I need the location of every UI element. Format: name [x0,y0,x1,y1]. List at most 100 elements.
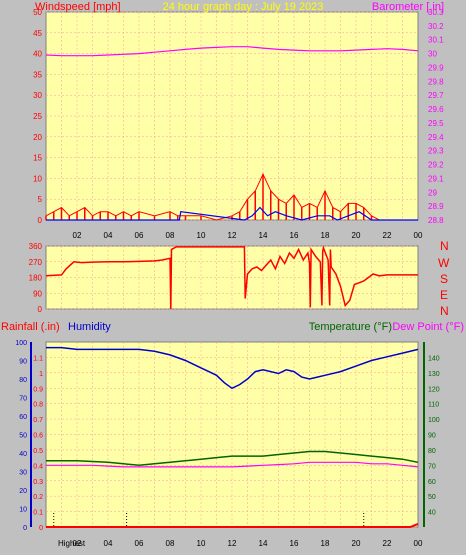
humidity-x-tick-label: 16 [290,539,299,548]
humidity-x-tick-label: 04 [104,539,113,548]
humidity-y-tick-label: 100 [15,340,27,347]
direction-y-tick-label: 360 [29,242,43,251]
temperature-y-tick-label: 120 [428,386,440,393]
rainfall-y-tick-label: 0.5 [33,448,43,455]
rainfall-y-tick-label: 0.9 [33,386,43,393]
humidity-y-tick-label: 60 [19,414,27,421]
wind-y-tick-label: 30 [33,91,42,100]
temperature-y-tick-label: 110 [428,402,439,409]
barometer-line [45,46,419,57]
windspeed-axis-label: Windspeed [mph] [35,1,121,13]
wind-y-tick-label: 0 [38,216,43,225]
wind-y-tick-label: 25 [33,112,42,121]
dewpoint-line [46,461,419,468]
barometer-y-tick-label: 29.1 [428,174,444,183]
humidity-x-tick-label: 06 [135,539,144,548]
humidity-axis-label: Humidity [68,321,111,333]
wind-gust-line [46,206,418,221]
wind-y-tick-label: 40 [33,50,42,59]
humidity-x-tick-label: 22 [383,539,392,548]
rainfall-y-tick-label: 0.6 [33,433,43,440]
highest-label: Highest [58,539,86,548]
rainfall-y-tick-label: 0.8 [33,402,43,409]
barometer-y-tick-label: 28.8 [428,216,444,225]
direction-y-tick-label: 270 [29,258,43,267]
direction-letter-w: W [438,256,450,270]
humidity-y-tick-label: 20 [19,488,27,495]
barometer-y-tick-label: 29.3 [428,147,444,156]
temperature-y-tick-label: 130 [428,371,440,378]
barometer-y-tick-label: 30.1 [428,36,444,45]
windspeed-line [45,173,418,221]
wind-x-tick-label: 14 [259,231,268,240]
humidity-line [46,346,419,390]
tick-layer: 0510152025303540455028.828.92929.129.229… [15,8,444,548]
barometer-y-tick-label: 29.2 [428,161,444,170]
humidity-x-tick-label: 14 [259,539,268,548]
rainfall-y-tick-label: 0.3 [33,479,43,486]
rainfall-y-tick-label: 0.4 [33,463,43,470]
barometer-y-tick-label: 29.4 [428,133,444,142]
wind-x-tick-label: 00 [414,231,423,240]
rainfall-y-tick-label: 1.1 [33,355,43,362]
wind-x-tick-label: 18 [321,231,330,240]
barometer-y-tick-label: 29.7 [428,91,444,100]
temperature-y-tick-label: 50 [428,494,436,501]
temperature-line [46,450,419,467]
barometer-y-tick-label: 30.2 [428,22,444,31]
humidity-x-tick-label: 20 [352,539,361,548]
direction-y-tick-label: 180 [29,274,43,283]
temperature-y-tick-label: 140 [428,355,440,362]
humidity-x-tick-label: 08 [166,539,175,548]
humidity-x-tick-label: 12 [228,539,237,548]
humidity-x-tick-label: 00 [414,539,423,548]
wind-y-tick-label: 45 [33,29,42,38]
temperature-axis-label: Temperature (°F) [309,321,392,333]
humidity-x-tick-label: 10 [197,539,206,548]
wind-x-tick-label: 08 [166,231,175,240]
temperature-y-tick-label: 70 [428,463,436,470]
barometer-y-tick-label: 28.9 [428,202,444,211]
temperature-y-tick-label: 40 [428,510,436,517]
humidity-y-tick-label: 30 [19,470,27,477]
rainfall-y-tick-label: 0.2 [33,494,43,501]
temperature-y-tick-label: 60 [428,479,436,486]
wind-x-tick-label: 20 [352,231,361,240]
temperature-y-tick-label: 80 [428,448,436,455]
wind-x-tick-label: 02 [73,231,82,240]
humidity-y-tick-label: 10 [19,507,27,514]
barometer-y-tick-label: 30 [428,50,437,59]
humidity-x-tick-label: 02 [73,539,82,548]
barometer-y-tick-label: 30.3 [428,8,444,17]
direction-y-tick-label: 0 [38,305,43,314]
wind-y-tick-label: 10 [33,174,42,183]
rainfall-line [46,522,419,528]
chart-title: 24 hour graph day : July 19 2023 [163,1,324,13]
temperature-y-tick-label: 100 [428,417,440,424]
wind-x-tick-label: 04 [104,231,113,240]
wind-y-tick-label: 35 [33,70,42,79]
humidity-y-tick-label: 40 [19,451,27,458]
direction-letter-n-top: N [440,239,449,253]
barometer-y-tick-label: 29.6 [428,105,444,114]
rainfall-y-tick-label: 1 [39,371,43,378]
wind-y-tick-label: 20 [33,133,42,142]
barometer-y-tick-label: 29.9 [428,63,444,72]
rainfall-axis-label: Rainfall (.in) [1,321,60,333]
direction-letter-s: S [440,272,448,286]
direction-y-tick-label: 90 [33,289,42,298]
rainfall-y-tick-label: 0.7 [33,417,43,424]
series-layer [45,46,419,528]
barometer-axis-label: Barometer [.in] [372,1,444,13]
barometer-y-tick-label: 29 [428,188,437,197]
direction-letter-n-bottom: N [440,304,449,318]
wind-x-tick-label: 12 [228,231,237,240]
barometer-y-tick-label: 29.5 [428,119,444,128]
wind-x-tick-label: 16 [290,231,299,240]
humidity-y-tick-label: 70 [19,396,27,403]
barometer-y-tick-label: 29.8 [428,77,444,86]
humidity-y-tick-label: 50 [19,433,27,440]
dewpoint-axis-label: Dew Point (°F) [392,321,464,333]
